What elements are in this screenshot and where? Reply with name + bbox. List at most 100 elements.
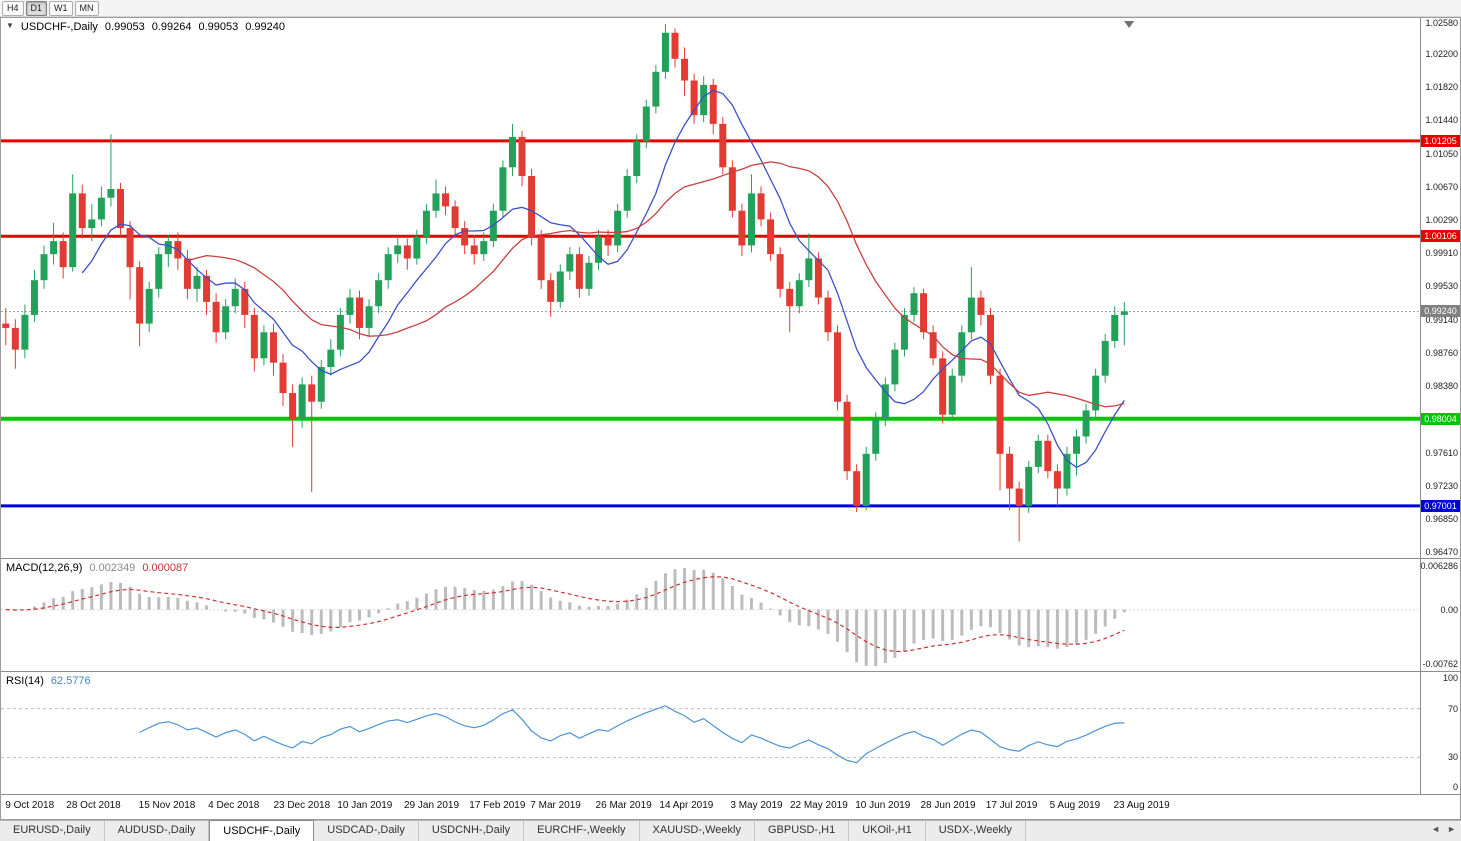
candle-body: [30, 280, 38, 315]
candle-body: [996, 375, 1004, 454]
price-axis-tick: 0.98380: [1425, 381, 1458, 392]
candle-body: [317, 367, 325, 402]
candle-body: [528, 176, 536, 237]
price-axis-tick: 0.97610: [1425, 447, 1458, 458]
candle-body: [776, 254, 784, 289]
candle-body: [231, 288, 239, 307]
current-price-label: 0.99240: [1421, 305, 1460, 318]
rsi-axis-label: 30: [1447, 752, 1458, 763]
rsi-axis-label: 0: [1452, 782, 1458, 792]
candle-body: [690, 80, 698, 116]
candle-body: [260, 332, 268, 359]
candle-body: [432, 193, 440, 211]
timeframe-button-h4[interactable]: H4: [2, 0, 24, 16]
candle-body: [824, 297, 832, 333]
rsi-canvas[interactable]: [1, 672, 1420, 794]
date-label: 17 Feb 2019: [469, 800, 526, 811]
candle-body: [843, 401, 851, 472]
date-label: 4 Dec 2018: [208, 800, 260, 811]
tab-scroll-left-icon[interactable]: ◄: [1431, 824, 1441, 834]
moving-average-line-1: [81, 89, 1125, 469]
tab-audusd-daily[interactable]: AUDUSD-,Daily: [105, 821, 210, 841]
candle-body: [910, 293, 918, 315]
candle-body: [97, 197, 105, 220]
candle-body: [183, 258, 191, 289]
tab-usdx-weekly[interactable]: USDX-,Weekly: [926, 821, 1026, 841]
chart-window: ▼ USDCHF-,Daily 0.99053 0.99264 0.99053 …: [0, 17, 1461, 820]
candle-body: [136, 267, 144, 324]
timeframe-button-w1[interactable]: W1: [49, 0, 73, 16]
timeframe-button-mn[interactable]: MN: [74, 0, 99, 16]
candle-body: [920, 293, 928, 333]
candle-body: [394, 245, 402, 255]
date-label: 3 May 2019: [730, 800, 783, 811]
candle-body: [384, 254, 392, 281]
pane-separator[interactable]: [1, 671, 1460, 672]
pane-separator[interactable]: [1, 558, 1460, 559]
candle-body: [537, 236, 545, 281]
macd-label: MACD(12,26,9): [6, 562, 83, 574]
tab-xauusd-weekly[interactable]: XAUUSD-,Weekly: [640, 821, 755, 841]
candle-body: [241, 288, 249, 315]
candle-body: [566, 254, 574, 272]
candle-body: [1063, 453, 1071, 489]
candle-body: [986, 314, 994, 376]
price-level-label: 1.00106: [1421, 230, 1460, 243]
ohlc-low: 0.99053: [198, 21, 239, 33]
macd-header: MACD(12,26,9) 0.002349 0.000087: [6, 562, 188, 574]
candle-body: [1101, 340, 1109, 376]
candle-body: [470, 245, 478, 255]
candle-body: [939, 358, 947, 415]
timeframe-button-d1[interactable]: D1: [25, 0, 48, 16]
macd-axis-label: 0.00: [1440, 604, 1458, 615]
tab-gbpusd-h1[interactable]: GBPUSD-,H1: [755, 821, 850, 841]
candle-body: [977, 297, 985, 315]
price-axis-tick: 0.96470: [1425, 546, 1458, 557]
date-label: 9 Oct 2018: [5, 800, 55, 811]
macd-canvas[interactable]: [1, 559, 1420, 671]
candle-body: [738, 210, 746, 246]
time-axis: 9 Oct 2018 28 Oct 2018 15 Nov 2018 4 Dec 20…: [1, 795, 1460, 819]
tab-usdchf-daily[interactable]: USDCHF-,Daily: [209, 820, 315, 841]
tab-ukoil-h1[interactable]: UKOil-,H1: [849, 821, 926, 841]
price-axis-tick: 1.01050: [1425, 149, 1458, 160]
candle-body: [1120, 311, 1128, 315]
price-axis-tick: 1.00670: [1425, 182, 1458, 193]
price-axis-tick: 0.99140: [1425, 315, 1458, 326]
price-level-label: 0.97001: [1421, 499, 1460, 512]
symbol-dropdown-icon[interactable]: ▼: [6, 21, 14, 30]
date-label: 14 Apr 2019: [659, 800, 714, 811]
candle-body: [633, 141, 641, 177]
candle-body: [814, 258, 822, 298]
candle-body: [595, 236, 603, 263]
candle-body: [1053, 471, 1061, 489]
tab-usdcad-daily[interactable]: USDCAD-,Daily: [314, 821, 419, 841]
macd-signal-line: [5, 576, 1125, 653]
candle-body: [126, 228, 134, 268]
price-level-label: 1.01205: [1421, 134, 1460, 147]
timeframe-toolbar: H4 D1 W1 MN: [0, 0, 1461, 17]
candle-body: [269, 332, 277, 363]
price-chart-canvas[interactable]: [1, 18, 1420, 558]
date-label: 22 May 2019: [789, 800, 848, 811]
chart-tabs-bar: EURUSD-,Daily AUDUSD-,Daily USDCHF-,Daily U…: [0, 820, 1461, 841]
tab-usdcnh-daily[interactable]: USDCNH-,Daily: [419, 821, 525, 841]
rsi-header: RSI(14) 62.5776: [6, 675, 91, 687]
candle-body: [700, 84, 708, 116]
price-axis-tick: 0.99910: [1425, 248, 1458, 259]
candle-body: [21, 314, 29, 350]
macd-axis: 0.006286 0.00 -0.00762: [1420, 559, 1460, 671]
candle-body: [719, 123, 727, 168]
price-axis-tick: 1.01820: [1425, 82, 1458, 93]
chart-shift-marker[interactable]: [1124, 21, 1135, 28]
candle-body: [805, 258, 813, 281]
candle-body: [413, 236, 421, 259]
candle-body: [767, 219, 775, 255]
tab-scroll-right-icon[interactable]: ►: [1447, 824, 1456, 834]
date-label: 10 Jan 2019: [337, 800, 393, 811]
candle-body: [1073, 436, 1081, 454]
date-label: 28 Oct 2018: [66, 800, 121, 811]
tab-eurchf-weekly[interactable]: EURCHF-,Weekly: [524, 821, 640, 841]
tab-eurusd-daily[interactable]: EURUSD-,Daily: [0, 821, 105, 841]
candle-body: [747, 193, 755, 246]
